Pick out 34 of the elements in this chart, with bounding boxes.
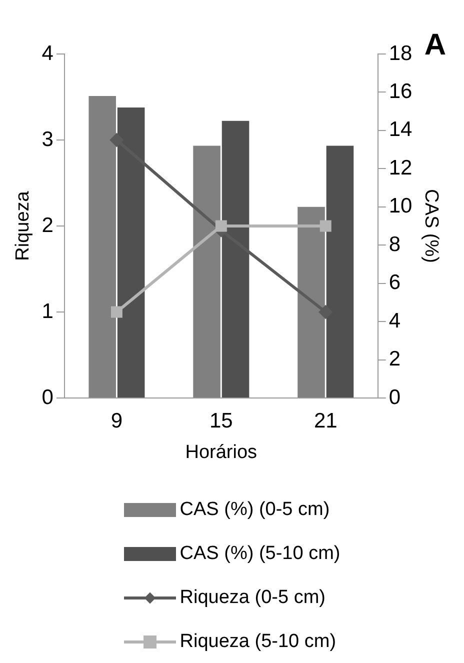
y-tick-label: 2: [42, 214, 54, 237]
point: [320, 220, 332, 232]
bar: [88, 96, 116, 398]
x-tick-label: 9: [110, 409, 123, 432]
y-tick-label: 3: [42, 128, 54, 151]
x-axis-title: Horários: [185, 442, 258, 463]
point: [319, 306, 332, 318]
y-tick-label: 4: [42, 42, 54, 65]
legend-label: CAS (%) (0-5 cm): [180, 499, 330, 521]
y2-tick-label: 16: [388, 80, 412, 104]
y2-axis-title: CAS (%): [420, 189, 442, 263]
y-tick-label: 1: [42, 300, 54, 323]
bar: [193, 146, 220, 398]
y2-tick-label: 4: [388, 309, 401, 332]
point: [215, 220, 227, 232]
y2-tick-label: 8: [388, 232, 401, 256]
y2-tick-label: 18: [388, 42, 412, 65]
legend-label: CAS (%) (5-10 cm): [180, 543, 340, 565]
point: [110, 306, 122, 318]
legend-label: Riqueza (0-5 cm): [180, 587, 326, 609]
y-axis-title: Riqueza: [12, 190, 34, 261]
chart-title: A: [424, 28, 446, 62]
y2-tick-label: 6: [388, 271, 401, 294]
point: [110, 134, 124, 146]
bar: [298, 206, 325, 398]
y2-tick-label: 10: [388, 194, 412, 218]
y2-tick-label: 14: [388, 118, 413, 142]
y2-tick-label: 2: [388, 348, 401, 371]
legend-label: Riqueza (5-10 cm): [180, 631, 336, 653]
x-tick-label: 15: [209, 409, 233, 432]
x-tick-label: 21: [314, 409, 338, 432]
y2-tick-label: 0: [388, 386, 401, 409]
y-tick-label: 0: [42, 386, 54, 409]
y2-tick-label: 12: [388, 156, 412, 180]
